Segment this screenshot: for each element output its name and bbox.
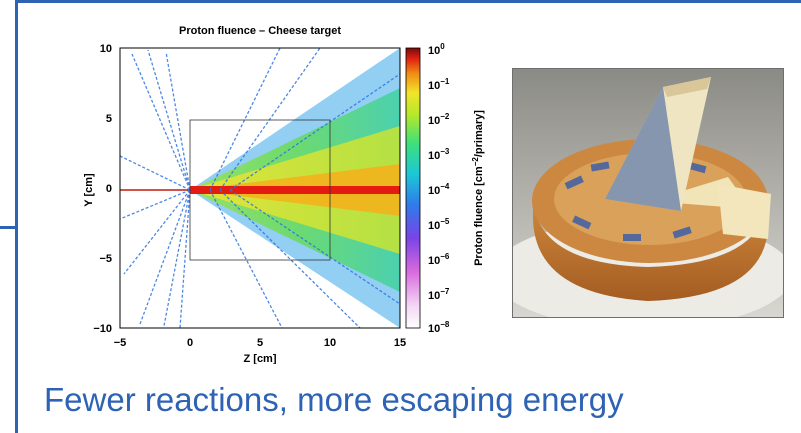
colorbar-tick-label: 10−3 [428, 147, 450, 162]
x-tick-label: 10 [324, 337, 336, 349]
y-tick-label: 0 [106, 183, 112, 195]
scatter-tracks [120, 48, 400, 328]
cheese-photo [512, 68, 784, 318]
colorbar-tick-label: 10−8 [428, 320, 450, 335]
plot-frame [119, 47, 401, 329]
fluence-plot: Proton fluence – Cheese target [83, 25, 485, 364]
target-box [189, 119, 331, 261]
colorbar-tick-label: 10−5 [428, 217, 450, 232]
colorbar-tick-label: 10−4 [428, 182, 450, 197]
y-axis: 10 5 0 −5 −10 Y [cm] [83, 43, 112, 335]
colorbar-tick-label: 10−2 [428, 112, 450, 127]
slide-caption: Fewer reactions, more escaping energy [44, 381, 624, 418]
slide-frame-accent [0, 226, 18, 229]
y-axis-label: Y [cm] [83, 173, 95, 207]
beam-core [190, 186, 400, 194]
x-tick-label: 15 [394, 337, 406, 349]
slide-frame-left [15, 0, 18, 228]
x-axis-label: Z [cm] [244, 353, 277, 364]
y-tick-label: 10 [100, 43, 112, 55]
colorbar-tick-label: 10−6 [428, 252, 450, 267]
x-tick-label: 5 [257, 337, 263, 349]
colorbar [405, 47, 421, 329]
plot-title: Proton fluence – Cheese target [179, 25, 341, 37]
colorbar-tick-label: 100 [428, 42, 445, 57]
colorbar-label: Proton fluence [cm−2/primary] [471, 110, 485, 266]
y-tick-label: −10 [93, 323, 112, 335]
colorbar-ticks: 100 10−1 10−2 10−3 10−4 10−5 10−6 10−7 1… [428, 42, 450, 335]
colorbar-tick-label: 10−7 [428, 287, 450, 302]
x-tick-label: 0 [187, 337, 193, 349]
y-tick-label: 5 [106, 113, 112, 125]
x-axis: −5 0 5 10 15 Z [cm] [114, 337, 406, 364]
slide-frame-top [15, 0, 801, 3]
fluence-field [120, 48, 400, 328]
x-tick-label: −5 [114, 337, 127, 349]
slide-frame-left-lower [15, 228, 18, 433]
y-tick-label: −5 [99, 253, 112, 265]
cheese-wheel-rind [533, 199, 768, 301]
colorbar-tick-label: 10−1 [428, 77, 450, 92]
